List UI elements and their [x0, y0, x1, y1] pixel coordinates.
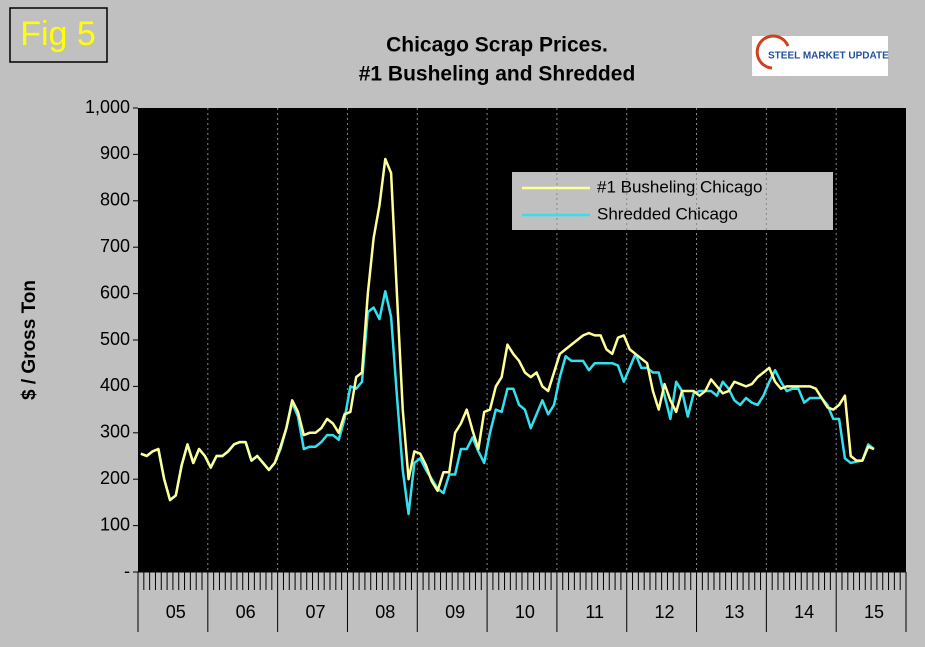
- x-tick-label: 08: [375, 602, 395, 622]
- x-tick-label: 11: [585, 602, 604, 622]
- y-axis-label: $ / Gross Ton: [19, 280, 40, 400]
- logo-box: [752, 36, 888, 76]
- y-tick-label: 500: [100, 329, 130, 349]
- x-tick-label: 12: [655, 602, 675, 622]
- legend-label: #1 Busheling Chicago: [597, 177, 762, 196]
- x-tick-label: 05: [166, 602, 186, 622]
- x-tick-label: 15: [864, 602, 884, 622]
- y-tick-label: 800: [100, 190, 130, 210]
- legend-label: Shredded Chicago: [597, 204, 738, 223]
- figure-label: Fig 5: [20, 15, 96, 53]
- logo-swoosh: [755, 34, 790, 70]
- legend-box: [512, 172, 833, 230]
- logo-text: STEEL MARKET UPDATE: [768, 51, 889, 62]
- y-tick-label: 600: [100, 282, 130, 302]
- chart-title: Chicago Scrap Prices.: [386, 34, 608, 57]
- x-tick-label: 13: [724, 602, 744, 622]
- chart-title: #1 Busheling and Shredded: [359, 63, 636, 86]
- y-tick-label: 1,000: [85, 97, 130, 117]
- y-tick-label: -: [124, 561, 130, 581]
- x-tick-label: 10: [515, 602, 535, 622]
- y-tick-label: 700: [100, 236, 130, 256]
- x-tick-label: 09: [445, 602, 465, 622]
- x-tick-label: 07: [305, 602, 325, 622]
- x-tick-label: 06: [236, 602, 256, 622]
- x-tick-label: 14: [794, 602, 814, 622]
- y-tick-label: 300: [100, 422, 130, 442]
- y-tick-label: 900: [100, 143, 130, 163]
- y-tick-label: 200: [100, 468, 130, 488]
- legend: [512, 172, 833, 230]
- y-tick-label: 100: [100, 514, 130, 534]
- series-line: [140, 157, 875, 502]
- y-tick-label: 400: [100, 375, 130, 395]
- figure-box: [9, 7, 108, 63]
